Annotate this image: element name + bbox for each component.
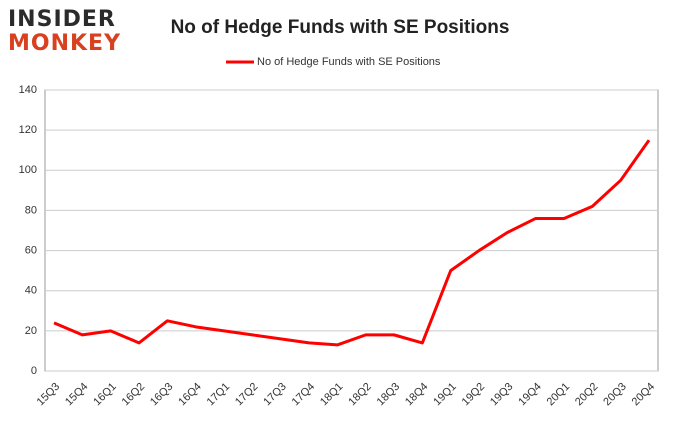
legend-label: No of Hedge Funds with SE Positions: [257, 56, 441, 68]
y-tick-label: 40: [25, 285, 37, 297]
y-tick-label: 140: [19, 84, 37, 96]
y-tick-label: 80: [25, 204, 37, 216]
y-tick-label: 60: [25, 244, 37, 256]
y-tick-label: 120: [19, 124, 37, 136]
chart-title: No of Hedge Funds with SE Positions: [171, 17, 510, 38]
line: [53, 139, 651, 347]
y-tick-label: 20: [25, 325, 37, 337]
logo-line1: INSIDER: [8, 7, 116, 32]
y-tick-label: 0: [31, 365, 37, 377]
y-tick-label: 100: [19, 164, 37, 176]
logo-line2: MONKEY: [8, 31, 121, 56]
